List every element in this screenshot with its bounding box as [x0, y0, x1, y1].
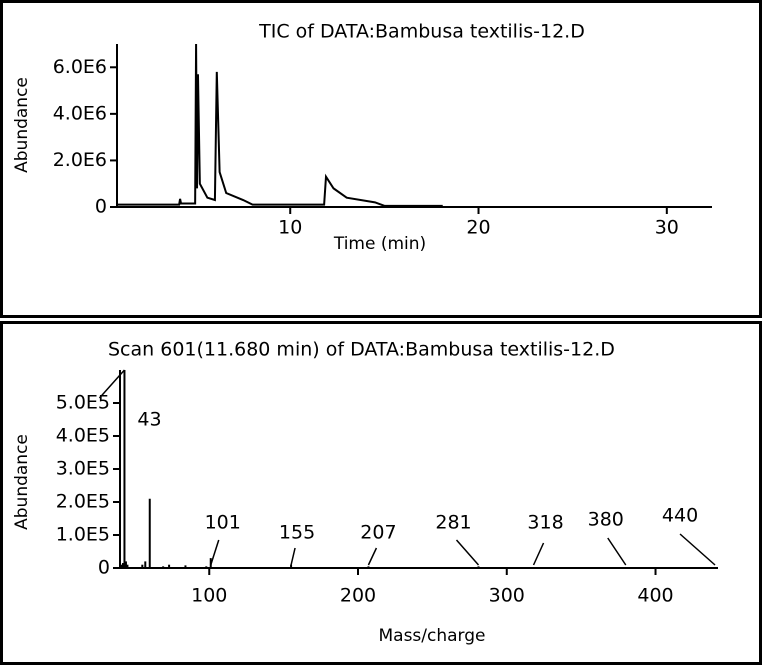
tic-line — [117, 43, 443, 207]
peak-label: 440 — [662, 505, 698, 527]
peak-label: 318 — [527, 512, 563, 534]
leader-line — [210, 539, 220, 566]
peak-label: 101 — [205, 512, 241, 534]
y-axis-label: Abundance — [12, 77, 32, 173]
x-tick-label: 20 — [466, 217, 490, 239]
leader-line — [290, 547, 296, 566]
y-axis-label: Abundance — [12, 434, 32, 530]
y-tick-label: 1.0E5 — [56, 524, 110, 546]
peak-label: 155 — [279, 522, 315, 544]
y-tick-label: 6.0E6 — [53, 56, 107, 78]
top-panel — [0, 0, 762, 318]
peak-label: 281 — [435, 512, 471, 534]
y-tick-label: 3.0E5 — [56, 458, 110, 480]
y-tick-label: 2.0E6 — [53, 149, 107, 171]
leader-line — [679, 533, 716, 566]
leader-line — [455, 539, 480, 566]
y-tick-label: 5.0E5 — [56, 392, 110, 414]
x-axis-label: Mass/charge — [378, 626, 485, 646]
leader-line — [367, 547, 378, 566]
peak-label: 43 — [137, 409, 161, 431]
leader-line — [98, 369, 126, 399]
leader-line — [532, 542, 545, 566]
x-tick-label: 200 — [340, 585, 376, 607]
x-tick-label: 30 — [655, 217, 679, 239]
peak-label: 207 — [360, 522, 396, 544]
x-axis-label: Time (min) — [333, 234, 426, 254]
y-tick-label: 4.0E6 — [53, 102, 107, 124]
x-tick-label: 400 — [637, 585, 673, 607]
x-tick-label: 300 — [489, 585, 525, 607]
bottom-panel — [0, 321, 762, 665]
y-tick-label: 4.0E5 — [56, 425, 110, 447]
peak-label: 380 — [588, 509, 624, 531]
x-tick-label: 10 — [278, 217, 302, 239]
y-tick-label: 0 — [95, 196, 107, 218]
y-tick-label: 2.0E5 — [56, 491, 110, 513]
x-tick-label: 100 — [191, 585, 227, 607]
chart-title: Scan 601(11.680 min) of DATA:Bambusa tex… — [108, 339, 615, 361]
y-tick-label: 0 — [98, 557, 110, 579]
leader-line — [607, 537, 627, 566]
chart-title: TIC of DATA:Bambusa textilis-12.D — [258, 21, 585, 43]
